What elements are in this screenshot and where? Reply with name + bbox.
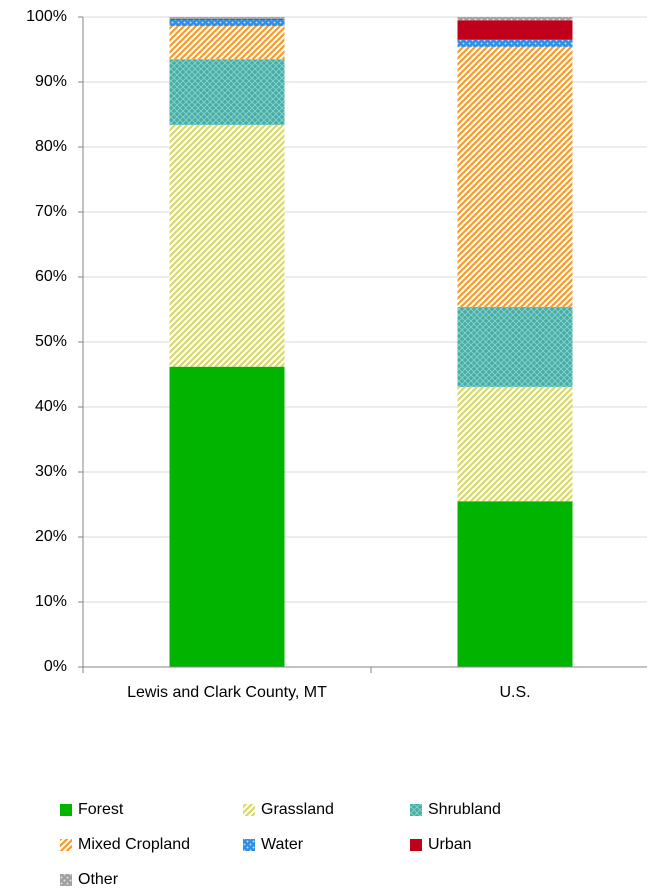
legend-swatch — [60, 839, 72, 851]
y-tick-label: 60% — [35, 268, 67, 285]
bar-segment — [457, 306, 573, 387]
y-tick-label: 100% — [26, 8, 67, 25]
bar-segment — [169, 18, 285, 20]
y-tick-label: 10% — [35, 593, 67, 610]
y-tick-label: 0% — [44, 658, 67, 675]
y-tick-label: 40% — [35, 398, 67, 415]
legend-label: Shrubland — [428, 801, 501, 818]
y-tick-label: 70% — [35, 203, 67, 220]
legend-label: Mixed Cropland — [78, 836, 190, 853]
bar-segment — [457, 20, 573, 40]
bar-segment — [169, 124, 285, 367]
bar-segment — [457, 386, 573, 502]
legend-swatch — [60, 804, 72, 816]
legend-label: Other — [78, 871, 119, 888]
bar-segment — [169, 19, 285, 27]
legend-label: Water — [261, 836, 304, 853]
legend-swatch — [60, 874, 72, 886]
legend-label: Grassland — [261, 801, 334, 818]
y-tick-label: 80% — [35, 138, 67, 155]
bar-segment — [457, 39, 573, 47]
x-tick-label: Lewis and Clark County, MT — [127, 684, 327, 701]
legend-label: Forest — [78, 801, 124, 818]
bar-segment — [169, 59, 285, 125]
bar-segment — [169, 26, 285, 60]
bar-segment — [457, 17, 573, 21]
bar-segment — [169, 366, 285, 667]
legend-swatch — [410, 804, 422, 816]
bar-segment — [457, 501, 573, 667]
legend-label: Urban — [428, 836, 472, 853]
y-tick-label: 30% — [35, 463, 67, 480]
legend-swatch — [243, 804, 255, 816]
legend-swatch — [243, 839, 255, 851]
y-tick-label: 20% — [35, 528, 67, 545]
x-tick-label: U.S. — [499, 684, 530, 701]
bar-segment — [169, 17, 285, 19]
bar-segment — [457, 46, 573, 307]
y-tick-label: 50% — [35, 333, 67, 350]
y-tick-label: 90% — [35, 73, 67, 90]
legend-swatch — [410, 839, 422, 851]
